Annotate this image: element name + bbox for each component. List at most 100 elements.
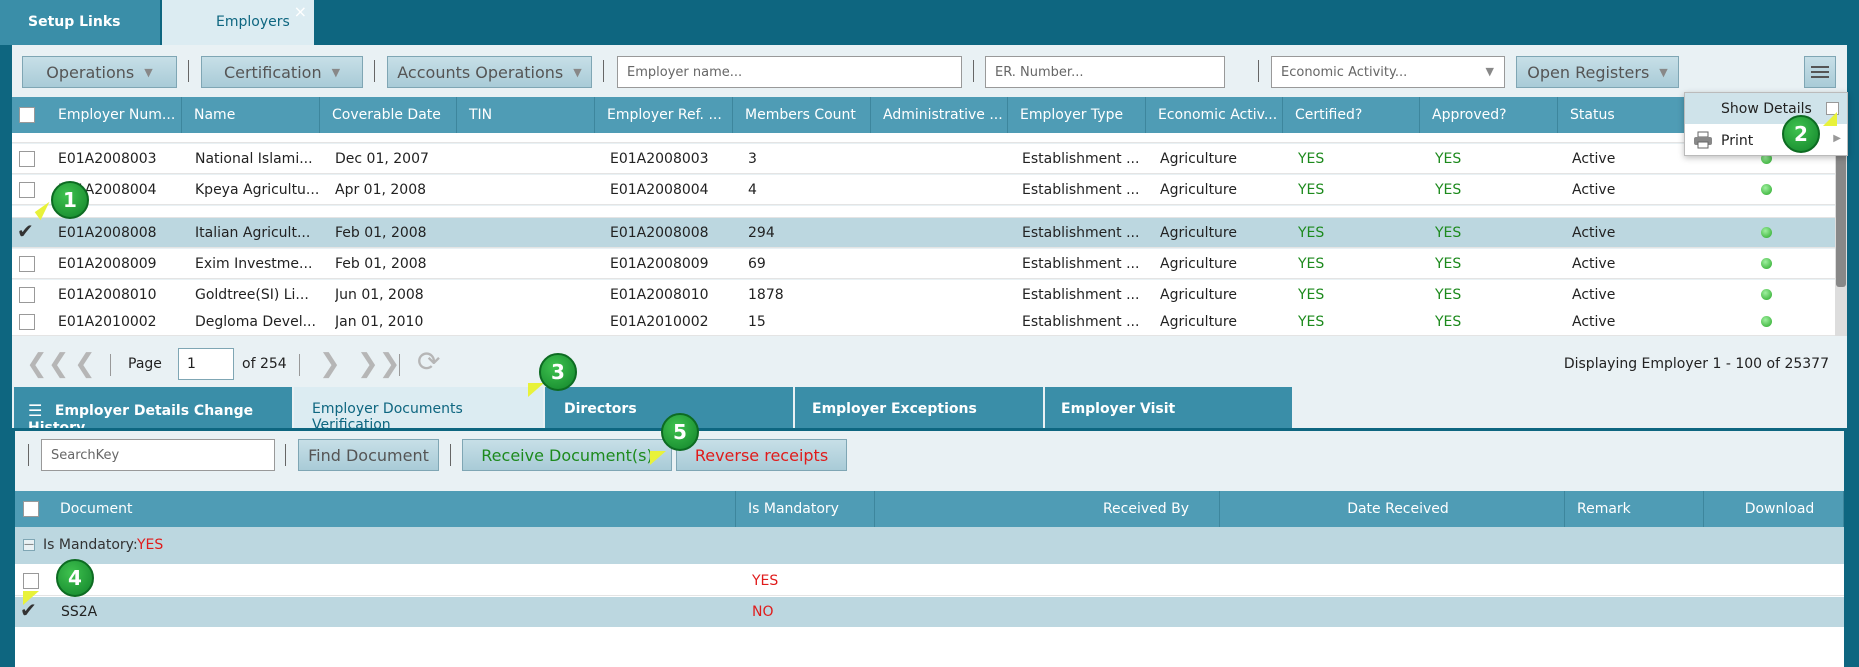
row-checkbox[interactable]: [23, 573, 39, 589]
table-row[interactable]: E01A2008010 Goldtree(SI) Li... Jun 01, 2…: [12, 280, 1835, 310]
tab-employer-documents-verification[interactable]: Employer Documents Verification: [294, 387, 543, 433]
cell-certified: YES: [1298, 182, 1325, 198]
callout-pointer: [528, 383, 544, 397]
col-employer-number[interactable]: Employer Num...: [46, 97, 182, 133]
cell-name: Degloma Devel...: [195, 314, 316, 330]
cell-is-mandatory: NO: [752, 604, 774, 620]
tab-employers[interactable]: Employers ×: [162, 0, 314, 45]
col-download[interactable]: Download: [1704, 491, 1844, 527]
select-all-checkbox[interactable]: [23, 501, 39, 517]
cell-economic-activity: Agriculture: [1160, 287, 1237, 303]
menu-item-show-details[interactable]: Show Details: [1685, 93, 1847, 124]
col-document[interactable]: Document: [48, 491, 736, 527]
table-row[interactable]: E01A2008009 Exim Investme... Feb 01, 200…: [12, 249, 1835, 279]
documents-panel: SearchKey Find Document Receive Document…: [12, 428, 1847, 667]
first-page-icon[interactable]: ❮❮: [26, 349, 70, 379]
reverse-receipts-button[interactable]: Reverse receipts: [676, 439, 847, 471]
certification-button[interactable]: Certification ▼: [201, 56, 363, 88]
table-row[interactable]: E01A2010002 Degloma Devel... Jan 01, 201…: [12, 309, 1835, 336]
col-received-by[interactable]: Received By: [875, 491, 1220, 527]
col-name[interactable]: Name: [182, 97, 320, 133]
callout-pointer: [650, 451, 666, 465]
grid-scrollbar[interactable]: [1835, 97, 1847, 336]
col-economic-activity[interactable]: Economic Activ...: [1146, 97, 1283, 133]
menu-item-print[interactable]: Print ▶: [1685, 125, 1847, 156]
callout-badge-2: 2: [1782, 115, 1820, 153]
pager-divider: [399, 354, 400, 376]
table-row[interactable]: E01A2008003 National Islami... Dec 01, 2…: [12, 144, 1835, 174]
menu-item-label: Show Details: [1721, 101, 1812, 117]
table-row[interactable]: E01A2008004 Kpeya Agricultu... Apr 01, 2…: [12, 175, 1835, 205]
cell-members-count: 15: [748, 314, 766, 330]
cell-employer-number: E01A2008010: [58, 287, 157, 303]
operations-button[interactable]: Operations ▼: [22, 56, 177, 88]
col-date-received[interactable]: Date Received: [1220, 491, 1565, 527]
callout-badge-3: 3: [539, 353, 577, 391]
cell-economic-activity: Agriculture: [1160, 225, 1237, 241]
checkmark-icon[interactable]: ✔: [17, 219, 34, 243]
col-remark[interactable]: Remark: [1565, 491, 1704, 527]
col-employer-type[interactable]: Employer Type: [1008, 97, 1146, 133]
cell-economic-activity: Agriculture: [1160, 182, 1237, 198]
table-row[interactable]: [12, 133, 1835, 143]
col-employer-ref[interactable]: Employer Ref. ...: [595, 97, 733, 133]
col-members-count[interactable]: Members Count: [733, 97, 871, 133]
col-administrative[interactable]: Administrative ...: [871, 97, 1008, 133]
collapse-icon[interactable]: —: [23, 539, 35, 551]
page-label: Page: [128, 356, 162, 372]
refresh-icon[interactable]: ⟳: [417, 345, 441, 378]
col-certified[interactable]: Certified?: [1283, 97, 1420, 133]
row-checkbox[interactable]: [19, 314, 35, 330]
cell-status: Active: [1572, 256, 1616, 272]
next-page-icon[interactable]: ❯: [319, 349, 341, 379]
row-checkbox[interactable]: [19, 182, 35, 198]
status-dot-icon: [1761, 289, 1772, 300]
row-checkbox[interactable]: [19, 256, 35, 272]
col-is-mandatory[interactable]: Is Mandatory: [736, 491, 875, 527]
cell-certified: YES: [1298, 256, 1325, 272]
scrollbar-thumb[interactable]: [1836, 137, 1846, 287]
list-item[interactable]: YES: [15, 566, 1844, 596]
er-number-input[interactable]: ER. Number...: [985, 56, 1225, 88]
group-row[interactable]: — Is Mandatory: YES: [15, 527, 1844, 565]
page-number-input[interactable]: 1: [178, 348, 234, 380]
table-row-selected[interactable]: ✔ E01A2008008 Italian Agricult... Feb 01…: [12, 218, 1835, 248]
select-all-checkbox[interactable]: [19, 107, 35, 123]
receive-documents-button[interactable]: Receive Document(s): [462, 439, 672, 471]
open-registers-button[interactable]: Open Registers ▼: [1516, 56, 1679, 88]
col-tin[interactable]: TIN: [457, 97, 595, 133]
row-checkbox[interactable]: [19, 287, 35, 303]
toolbar-divider: [603, 60, 604, 82]
callout-pointer: [1823, 112, 1837, 126]
employer-name-input[interactable]: Employer name...: [617, 56, 962, 88]
toolbar-divider: [28, 444, 29, 466]
col-coverable-date[interactable]: Coverable Date: [320, 97, 457, 133]
tab-employer-details-change-history[interactable]: ☰ Employer Details Change History: [14, 387, 292, 436]
tab-setup-links[interactable]: Setup Links: [0, 0, 160, 45]
cell-name: National Islami...: [195, 151, 313, 167]
find-document-button[interactable]: Find Document: [298, 439, 439, 471]
search-key-input[interactable]: SearchKey: [41, 439, 275, 471]
tab-employer-exceptions[interactable]: Employer Exceptions: [795, 387, 1043, 428]
accounts-operations-button[interactable]: Accounts Operations ▼: [387, 56, 592, 88]
cell-economic-activity: Agriculture: [1160, 151, 1237, 167]
cell-employer-type: Establishment ...: [1022, 151, 1140, 167]
menu-button[interactable]: [1804, 56, 1836, 88]
open-registers-label: Open Registers: [1527, 62, 1650, 82]
close-icon[interactable]: ×: [293, 2, 307, 21]
tab-employer-visit[interactable]: Employer Visit: [1045, 387, 1292, 428]
cell-employer-ref: E01A2010002: [610, 314, 709, 330]
chevron-down-icon: ▼: [573, 65, 582, 79]
previous-page-icon[interactable]: ❮: [74, 349, 96, 379]
col-approved[interactable]: Approved?: [1420, 97, 1558, 133]
economic-activity-select[interactable]: Economic Activity... ▼: [1271, 56, 1505, 88]
last-page-icon[interactable]: ❯❯: [357, 349, 401, 379]
cell-employer-type: Establishment ...: [1022, 287, 1140, 303]
toolbar-divider: [973, 60, 974, 82]
displaying-count: Displaying Employer 1 - 100 of 25377: [1563, 356, 1829, 372]
hamburger-icon: [1811, 66, 1829, 78]
list-item-selected[interactable]: ✔ SS2A NO: [15, 597, 1844, 627]
cell-members-count: 69: [748, 256, 766, 272]
table-row[interactable]: [12, 206, 1835, 218]
row-checkbox[interactable]: [19, 151, 35, 167]
